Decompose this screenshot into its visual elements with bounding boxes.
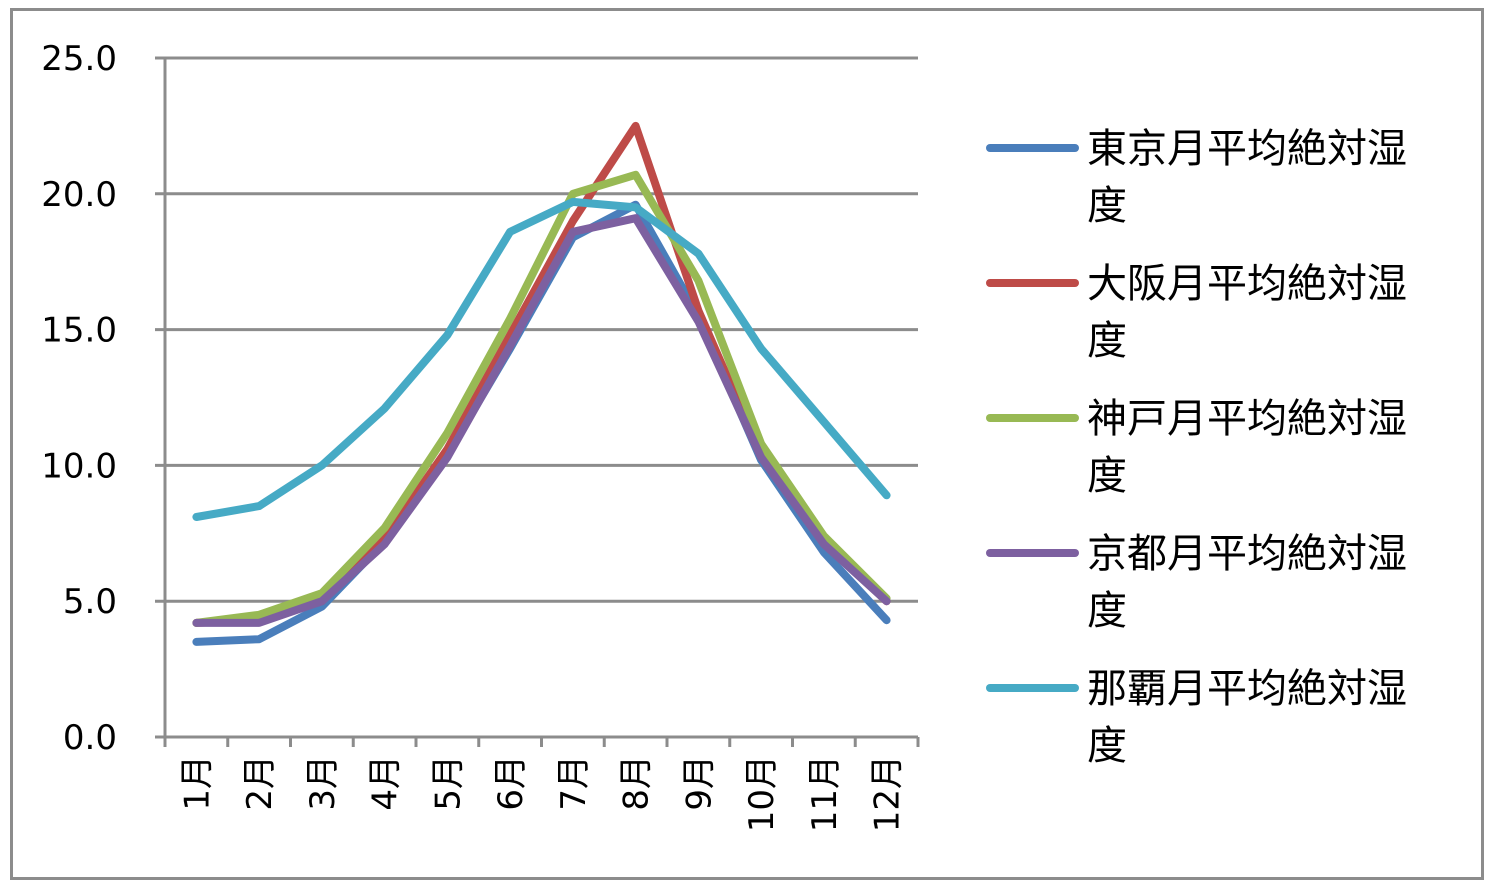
- legend-entry: 那覇月平均絶対湿度: [986, 666, 1407, 769]
- y-axis-tick-labels: 0.0 5.0 10.0 15.0 20.0 25.0: [41, 39, 117, 758]
- x-tick-label: 2月: [240, 755, 280, 811]
- x-tick-label: 7月: [554, 755, 594, 811]
- legend-entry: 京都月平均絶対湿度: [986, 531, 1407, 634]
- x-axis-tick-labels: 1月 2月 3月 4月 5月 6月 7月 8月 9月 10月 11月 12月: [177, 755, 907, 832]
- x-tick-label: 12月: [868, 755, 908, 832]
- series-line-5: [192, 197, 891, 521]
- legend-label: 大阪月平均絶対湿度: [1087, 261, 1407, 364]
- x-tick-label: 11月: [805, 755, 845, 832]
- legend-entry: 神戸月平均絶対湿度: [986, 396, 1407, 499]
- legend-entry: 大阪月平均絶対湿度: [986, 261, 1407, 364]
- chart-frame: [10, 8, 1484, 880]
- legend-label: 東京月平均絶対湿度: [1087, 126, 1407, 229]
- x-tick-label: 5月: [428, 755, 468, 811]
- series-line-4: [192, 214, 891, 627]
- legend-label: 那覇月平均絶対湿度: [1087, 666, 1407, 769]
- x-tick-label: 6月: [491, 755, 531, 811]
- legend-label: 京都月平均絶対湿度: [1087, 531, 1407, 634]
- x-tick-label: 10月: [742, 755, 782, 832]
- x-tick-label: 3月: [303, 755, 343, 811]
- x-tick-label: 8月: [617, 755, 657, 811]
- series-line-3: [192, 170, 891, 627]
- x-tick-label: 9月: [679, 755, 719, 811]
- series-lines: [192, 121, 891, 646]
- x-tick-label: 4月: [366, 755, 406, 811]
- y-tick-label: 10.0: [41, 446, 117, 486]
- y-tick-label: 0.0: [63, 718, 117, 758]
- y-tick-label: 15.0: [41, 311, 117, 351]
- axes: [155, 58, 920, 747]
- gridlines: [155, 56, 918, 603]
- legend: 東京月平均絶対湿度大阪月平均絶対湿度神戸月平均絶対湿度京都月平均絶対湿度那覇月平…: [986, 126, 1407, 769]
- y-tick-label: 20.0: [41, 175, 117, 215]
- legend-label: 神戸月平均絶対湿度: [1087, 396, 1407, 499]
- x-tick-label: 1月: [177, 755, 217, 811]
- legend-entry: 東京月平均絶対湿度: [986, 126, 1407, 229]
- y-tick-label: 5.0: [63, 582, 117, 622]
- y-tick-label: 25.0: [41, 39, 117, 79]
